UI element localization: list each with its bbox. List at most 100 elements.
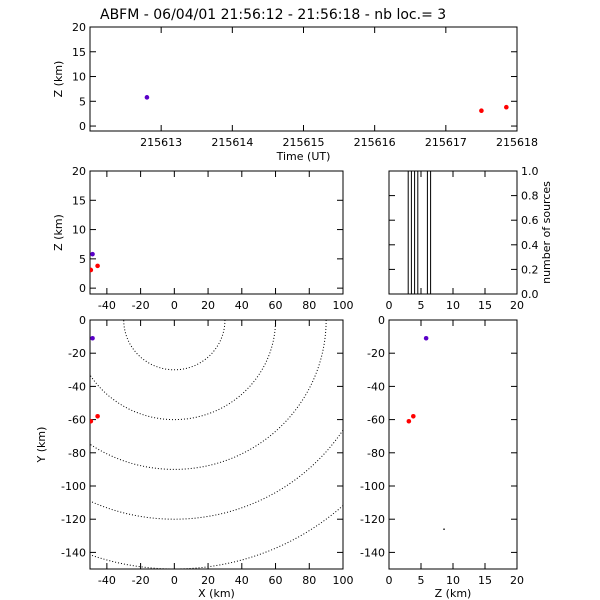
y-axis-label: Z (km) bbox=[52, 214, 65, 251]
x-tick-label: 5 bbox=[418, 299, 425, 312]
plot-frame bbox=[89, 170, 344, 295]
x-tick-label: 0 bbox=[171, 299, 178, 312]
panel-time-height: 215613 215614 215615 215616 215617 215618 0 5 10… bbox=[52, 21, 538, 163]
y-tick-label: 15 bbox=[72, 46, 86, 59]
x-tick-label: 215615 bbox=[283, 136, 325, 149]
purple-data-point bbox=[144, 95, 150, 100]
x-tick-label: 15 bbox=[478, 299, 492, 312]
red-data-point bbox=[90, 418, 94, 424]
red-data-point bbox=[95, 263, 100, 269]
histogram-bar bbox=[426, 170, 432, 294]
purple-data-point bbox=[90, 335, 95, 341]
red-data-point bbox=[411, 413, 416, 419]
x-tick-label: -40 bbox=[98, 299, 116, 312]
x-tick-label: -20 bbox=[132, 299, 150, 312]
plot-frame bbox=[89, 26, 518, 132]
data-points bbox=[144, 95, 509, 113]
y-tick-label: -60 bbox=[68, 414, 86, 427]
y-tick-label: -100 bbox=[360, 480, 385, 493]
x-axis-label: X (km) bbox=[198, 587, 235, 600]
y-axis-label: Z (km) bbox=[52, 61, 65, 98]
plot-frame bbox=[89, 319, 344, 570]
data-points bbox=[90, 335, 100, 424]
x-tick-label: 0 bbox=[386, 574, 393, 587]
x-axis-label: Z (km) bbox=[435, 587, 472, 600]
y-tick-label: -120 bbox=[61, 513, 86, 526]
y-tick-label: 0.2 bbox=[521, 263, 539, 276]
data-points bbox=[406, 335, 445, 530]
x-tick-label: 40 bbox=[235, 299, 249, 312]
x-tick-label: 100 bbox=[333, 299, 354, 312]
x-tick-label: 40 bbox=[235, 574, 249, 587]
y-tick-label: 0.0 bbox=[521, 288, 539, 301]
histogram-bar bbox=[414, 170, 419, 294]
y-tick-label: 0.6 bbox=[521, 214, 539, 227]
red-data-point bbox=[90, 267, 94, 273]
x-tick-label: 100 bbox=[333, 574, 354, 587]
y-tick-label: 0.8 bbox=[521, 190, 539, 203]
y-tick-label: 1.0 bbox=[521, 165, 539, 178]
x-tick-label: 20 bbox=[201, 574, 215, 587]
y-tick-label: 0 bbox=[378, 314, 385, 327]
panels: 215613 215614 215615 215616 215617 215618 0 5 10… bbox=[35, 21, 554, 600]
y-tick-label: -40 bbox=[68, 380, 86, 393]
y-tick-label: 20 bbox=[72, 165, 86, 178]
axis-data-point bbox=[443, 528, 445, 530]
x-tick-label: 20 bbox=[510, 299, 524, 312]
y-axis-label: number of sources bbox=[540, 181, 553, 284]
data-points bbox=[90, 251, 100, 273]
x-tick-label: 215616 bbox=[354, 136, 396, 149]
red-data-point bbox=[504, 104, 509, 110]
x-tick-label: 80 bbox=[302, 299, 316, 312]
x-tick-label: 215618 bbox=[496, 136, 538, 149]
y-axis-label: Y (km) bbox=[35, 427, 48, 464]
y-tick-label: -80 bbox=[367, 447, 385, 460]
x-tick-label: 10 bbox=[446, 299, 460, 312]
y-tick-label: -20 bbox=[367, 347, 385, 360]
x-tick-label: -40 bbox=[98, 574, 116, 587]
panel-plan-view: -40 -20 0 20 40 60 80 100 0 -20 -40 -60 -80 -100 -120 -… bbox=[35, 314, 354, 600]
x-tick-label: 215617 bbox=[425, 136, 467, 149]
plot-frame bbox=[388, 319, 518, 570]
x-tick-label: 215614 bbox=[211, 136, 253, 149]
x-axis-label: Time (UT) bbox=[276, 150, 331, 163]
x-tick-label: 5 bbox=[418, 574, 425, 587]
y-tick-label: -120 bbox=[360, 513, 385, 526]
x-tick-label: -20 bbox=[132, 574, 150, 587]
x-tick-label: 0 bbox=[386, 299, 393, 312]
y-tick-label: -100 bbox=[61, 480, 86, 493]
histogram-bar bbox=[407, 170, 412, 294]
y-tick-label: 10 bbox=[72, 224, 86, 237]
y-tick-label: 20 bbox=[72, 21, 86, 34]
y-tick-label: -20 bbox=[68, 347, 86, 360]
y-tick-label: 15 bbox=[72, 194, 86, 207]
x-tick-label: 10 bbox=[446, 574, 460, 587]
y-tick-label: -140 bbox=[61, 546, 86, 559]
red-data-point bbox=[479, 108, 484, 113]
x-tick-label: 60 bbox=[269, 574, 283, 587]
y-tick-label: 0 bbox=[79, 314, 86, 327]
y-tick-label: 5 bbox=[79, 95, 86, 108]
x-tick-label: 20 bbox=[510, 574, 524, 587]
x-tick-label: 15 bbox=[478, 574, 492, 587]
panel-x-height: -40 -20 0 20 40 60 80 100 0 5 10 15 20 Z (km) bbox=[52, 165, 354, 312]
y-tick-label: 0.4 bbox=[521, 239, 539, 252]
range-ring bbox=[90, 429, 343, 520]
y-tick-label: 0 bbox=[79, 282, 86, 295]
panel-height-y: 0 5 10 15 20 0 -20 -40 -60 -80 -100 -120 -140 Z (km) bbox=[360, 314, 524, 600]
red-data-point bbox=[95, 413, 100, 419]
y-tick-label: -40 bbox=[367, 380, 385, 393]
x-tick-label: 80 bbox=[302, 574, 316, 587]
red-data-point bbox=[406, 418, 412, 424]
y-tick-label: 0 bbox=[79, 120, 86, 133]
purple-data-point bbox=[423, 335, 429, 341]
x-tick-label: 215613 bbox=[140, 136, 182, 149]
purple-data-point bbox=[90, 251, 95, 257]
y-tick-label: 5 bbox=[79, 253, 86, 266]
x-tick-label: 60 bbox=[269, 299, 283, 312]
x-tick-label: 0 bbox=[171, 574, 178, 587]
x-tick-label: 20 bbox=[201, 299, 215, 312]
y-tick-label: 10 bbox=[72, 71, 86, 84]
